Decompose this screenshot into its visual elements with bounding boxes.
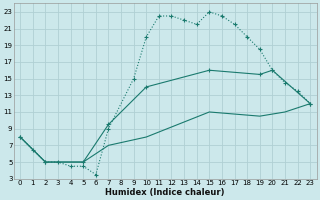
- X-axis label: Humidex (Indice chaleur): Humidex (Indice chaleur): [106, 188, 225, 197]
